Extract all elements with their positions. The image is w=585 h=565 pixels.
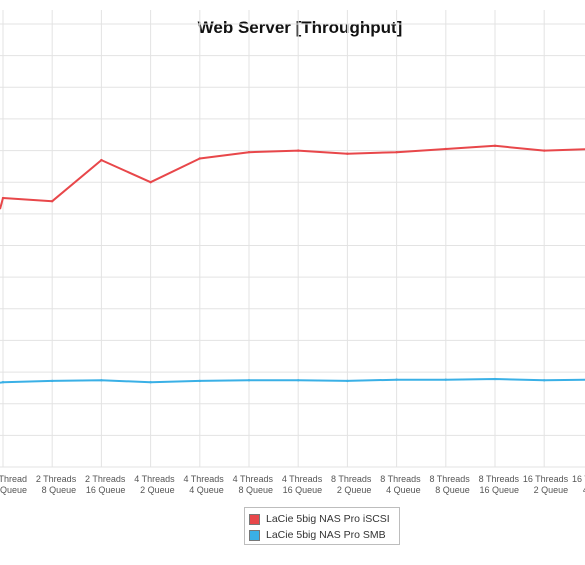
data-point-0-10 — [493, 144, 497, 148]
data-point-1-10 — [493, 377, 497, 381]
data-point-0-1 — [51, 200, 54, 203]
legend-label-iscsi: LaCie 5big NAS Pro iSCSI — [266, 513, 390, 525]
x-tick-label: 2 Queue — [140, 485, 175, 495]
x-tick-label: 8 Queue — [435, 485, 470, 495]
data-point-1-3 — [149, 380, 152, 384]
data-point-0-2 — [100, 158, 103, 162]
data-point-0-7 — [346, 152, 349, 155]
x-tick-label: 4 Queue — [189, 485, 224, 495]
data-point-1-4 — [198, 379, 201, 383]
legend-swatch-iscsi — [249, 513, 260, 525]
x-tick-label: 16 Threads — [572, 474, 585, 484]
legend-item-iscsi: LaCie 5big NAS Pro iSCSI — [249, 511, 395, 527]
data-point-0-6 — [297, 149, 300, 152]
data-point-0-0 — [1, 196, 5, 200]
data-point-1-1 — [51, 379, 54, 383]
x-tick-label: 16 Threads — [523, 474, 569, 484]
data-point-1-5 — [247, 379, 251, 382]
data-point-0-3 — [149, 181, 152, 184]
x-tick-label: 2 Threads — [36, 474, 77, 484]
data-point-0-4 — [198, 157, 201, 160]
data-point-1-11 — [543, 379, 546, 382]
x-tick-label: 2 Queue — [337, 485, 372, 495]
x-tick-label: 16 Queue — [479, 485, 519, 495]
legend: LaCie 5big NAS Pro iSCSI LaCie 5big NAS … — [244, 507, 400, 545]
x-tick-label: 8 Threads — [479, 474, 520, 484]
legend-label-smb: LaCie 5big NAS Pro SMB — [266, 529, 386, 541]
series-line-1 — [0, 378, 585, 384]
data-point-0-8 — [395, 150, 398, 154]
x-tick-label: 4 Queue — [386, 485, 421, 495]
x-tick-label: 2 Queue — [534, 485, 569, 495]
x-tick-label: 8 Queue — [238, 485, 273, 495]
x-tick-label: 4 Threads — [282, 474, 323, 484]
data-point-1-0 — [1, 380, 5, 384]
x-tick-label: 8 Threads — [429, 474, 470, 484]
data-point-1-7 — [346, 379, 349, 383]
x-tick-label: 8 Threads — [380, 474, 421, 484]
data-point-1-6 — [297, 379, 300, 382]
x-tick-label: Queue — [0, 485, 27, 495]
x-tick-label: 16 Queue — [86, 485, 126, 495]
data-point-0-11 — [543, 149, 546, 152]
data-point-0-9 — [444, 147, 447, 151]
data-point-0-5 — [247, 150, 251, 154]
x-tick-label: 4 Threads — [134, 474, 175, 484]
data-point-1-8 — [395, 378, 398, 381]
x-tick-label: 16 Queue — [283, 485, 323, 495]
legend-item-smb: LaCie 5big NAS Pro SMB — [249, 527, 395, 543]
legend-swatch-smb — [249, 529, 260, 541]
data-point-1-2 — [100, 379, 103, 382]
series-lines — [0, 144, 585, 384]
x-tick-label: 4 Threads — [183, 474, 224, 484]
x-tick-label: 2 Threads — [85, 474, 126, 484]
series-line-0 — [0, 144, 585, 210]
x-tick-label: 8 Queue — [42, 485, 77, 495]
x-tick-label: 4 Queue — [583, 485, 585, 495]
data-point-1-9 — [444, 378, 447, 381]
x-tick-label: 4 Threads — [233, 474, 274, 484]
grid-lines — [0, 10, 585, 468]
x-tick-label: 1 Thread — [0, 474, 27, 484]
x-tick-label: 8 Threads — [331, 474, 372, 484]
